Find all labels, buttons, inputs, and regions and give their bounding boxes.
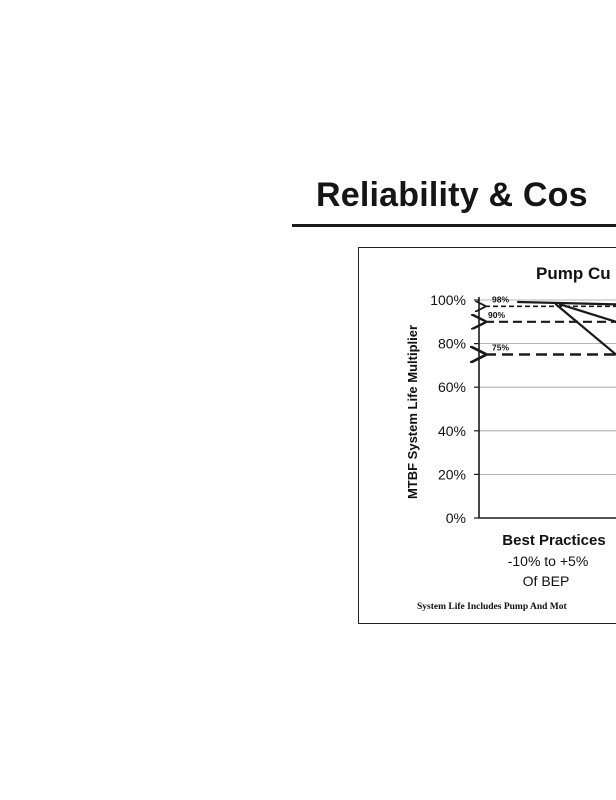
x-region-label-line-1: Best Practices xyxy=(502,532,605,549)
reference-label: 90% xyxy=(488,310,505,320)
y-tick-label: 40% xyxy=(438,423,466,439)
x-region-label-line-3: Of BEP xyxy=(523,573,570,589)
series-line xyxy=(554,303,616,356)
series-lines xyxy=(516,300,616,356)
y-tick-label: 20% xyxy=(438,466,466,482)
reference-levels: 98% 90% 75% xyxy=(485,294,616,354)
y-axis-ticks: 0% 20% 40% 60% 80% 100% xyxy=(430,292,479,526)
y-tick-label: 60% xyxy=(438,379,466,395)
reference-label: 98% xyxy=(492,294,509,304)
slide-title: Reliability & Cos xyxy=(316,176,588,214)
y-tick-label: 100% xyxy=(430,292,466,308)
x-region-label-line-2: -10% to +5% xyxy=(508,553,589,569)
y-axis-label: MTBF System Life Multiplier xyxy=(405,325,420,499)
chart-title: Pump Cu xyxy=(536,264,611,283)
reference-label: 75% xyxy=(492,343,509,353)
title-underline xyxy=(292,224,616,227)
chart-footnote: System Life Includes Pump And Mot xyxy=(417,602,567,612)
grid-lines xyxy=(479,299,616,475)
series-line xyxy=(516,300,616,306)
series-line xyxy=(558,303,616,323)
y-tick-label: 0% xyxy=(446,510,466,526)
chart-frame xyxy=(358,247,616,624)
y-tick-label: 80% xyxy=(438,336,466,352)
